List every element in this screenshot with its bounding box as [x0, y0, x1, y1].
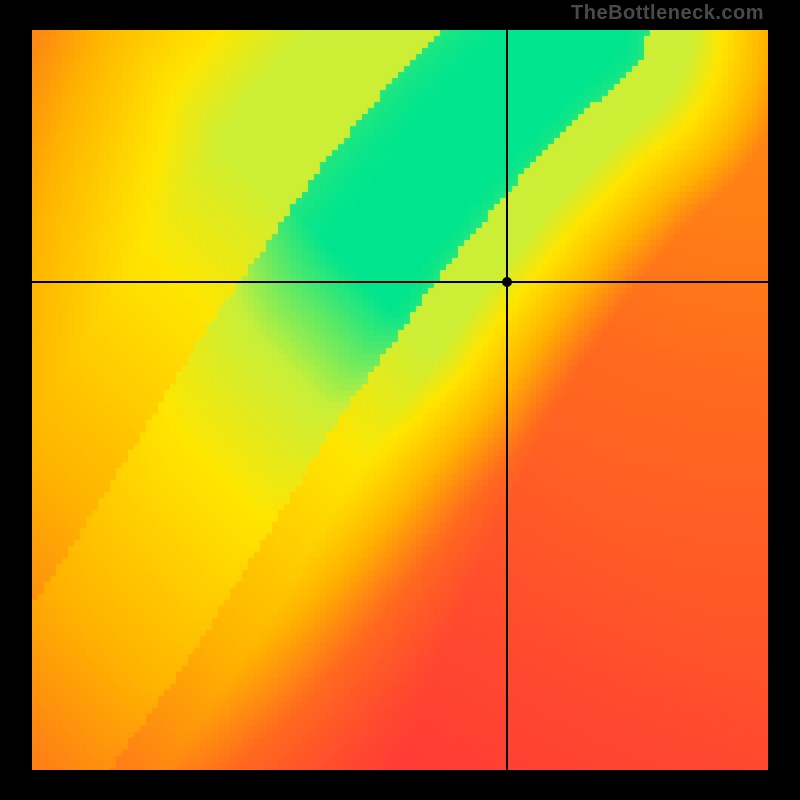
heatmap-plot — [32, 30, 768, 770]
heatmap-canvas — [32, 30, 768, 770]
crosshair-vertical — [506, 30, 508, 770]
crosshair-horizontal — [32, 281, 768, 283]
crosshair-marker — [502, 277, 512, 287]
watermark-text: TheBottleneck.com — [571, 2, 764, 25]
